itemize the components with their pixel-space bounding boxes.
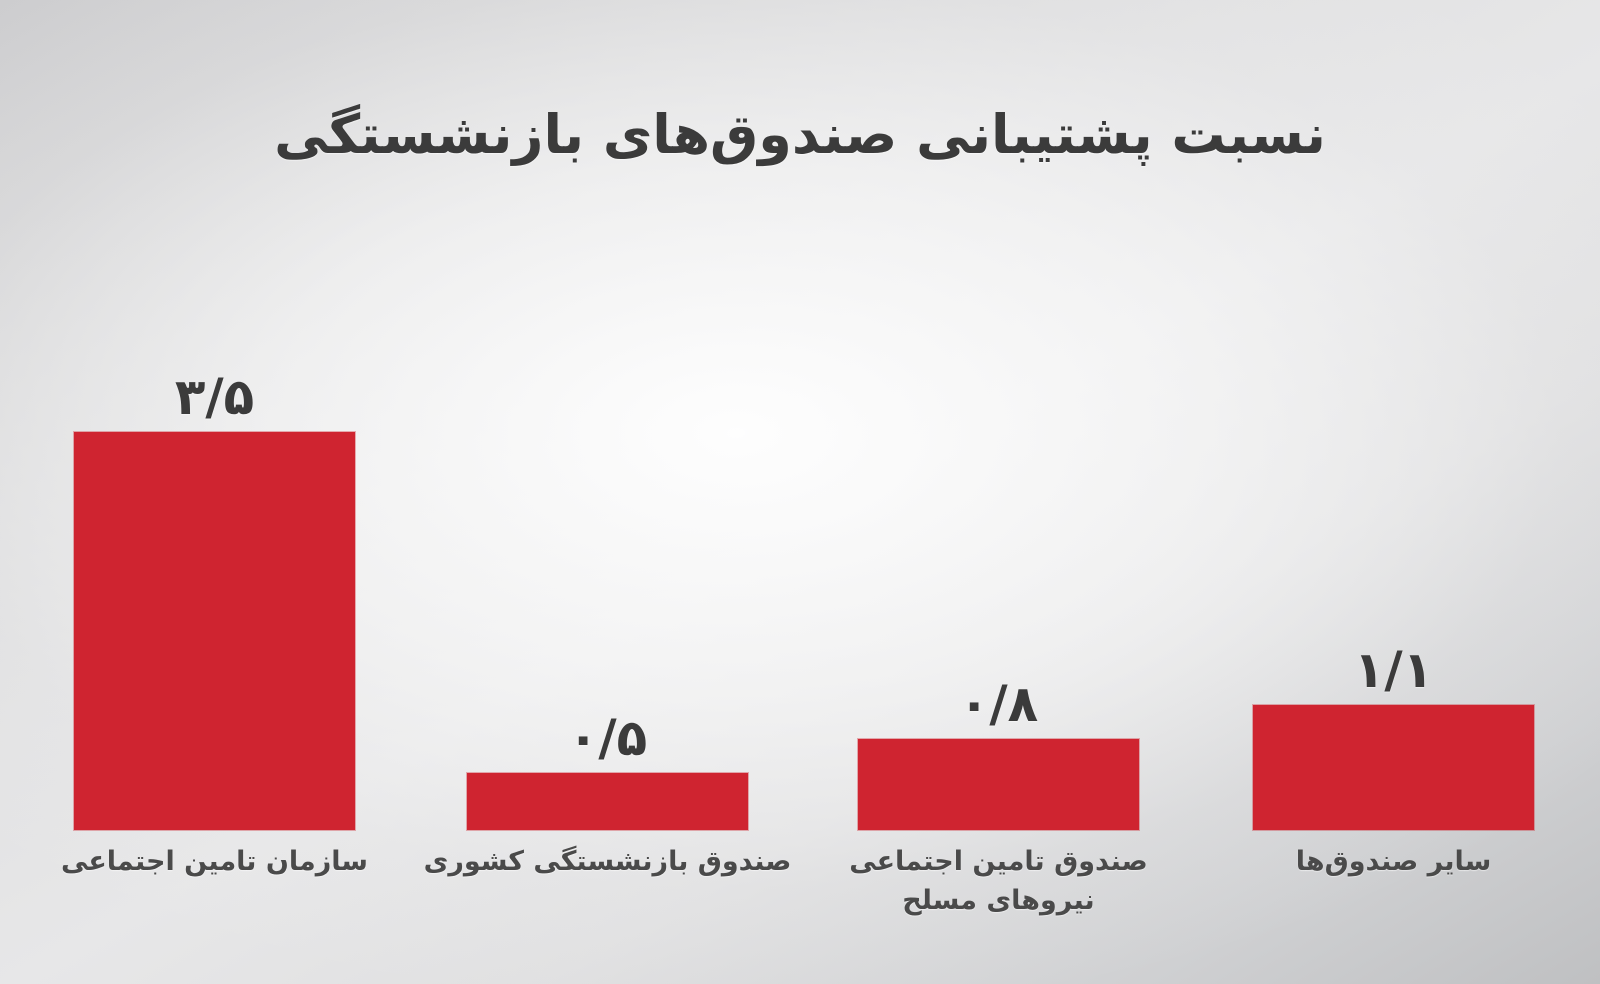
- bar-value-label: ۰/۸: [958, 675, 1039, 734]
- bar-category-label: صندوق تامین اجتماعی نیروهای مسلح: [789, 842, 1209, 920]
- bar-rect[interactable]: [74, 432, 355, 830]
- bar-group: ۰/۵ صندوق بازنشستگی کشوری: [424, 713, 792, 877]
- bar-value-label: ۳/۵: [174, 368, 255, 427]
- bar-value-label: ۱/۱: [1353, 640, 1434, 699]
- bar-category-line-2: نیروهای مسلح: [902, 885, 1095, 917]
- bar-category-line-1: صندوق تامین اجتماعی: [849, 846, 1148, 877]
- bar-rect[interactable]: [858, 739, 1139, 830]
- bar-category-line-1: صندوق بازنشستگی کشوری: [423, 846, 792, 877]
- bar-group: ۳/۵ سازمان تامین اجتماعی: [61, 372, 368, 877]
- bar-group: ۱/۱ سایر صندوق‌ها: [1253, 645, 1534, 877]
- bar-rect[interactable]: [1253, 704, 1534, 830]
- bar-category-line-1: سازمان تامین اجتماعی: [61, 846, 368, 877]
- bar-group: ۰/۸ صندوق تامین اجتماعی نیروهای مسلح: [849, 679, 1147, 916]
- bar-category-label: سایر صندوق‌ها: [1184, 842, 1600, 881]
- bar-value-label: ۰/۵: [567, 709, 648, 768]
- bar-rect[interactable]: [467, 773, 748, 830]
- bar-category-label: صندوق بازنشستگی کشوری: [398, 842, 818, 881]
- bar-category-label: سازمان تامین اجتماعی: [5, 842, 425, 881]
- bar-category-line-1: سایر صندوق‌ها: [1295, 846, 1492, 877]
- page-title: نسبت پشتیبانی صندوق‌های بازنشستگی: [274, 103, 1326, 166]
